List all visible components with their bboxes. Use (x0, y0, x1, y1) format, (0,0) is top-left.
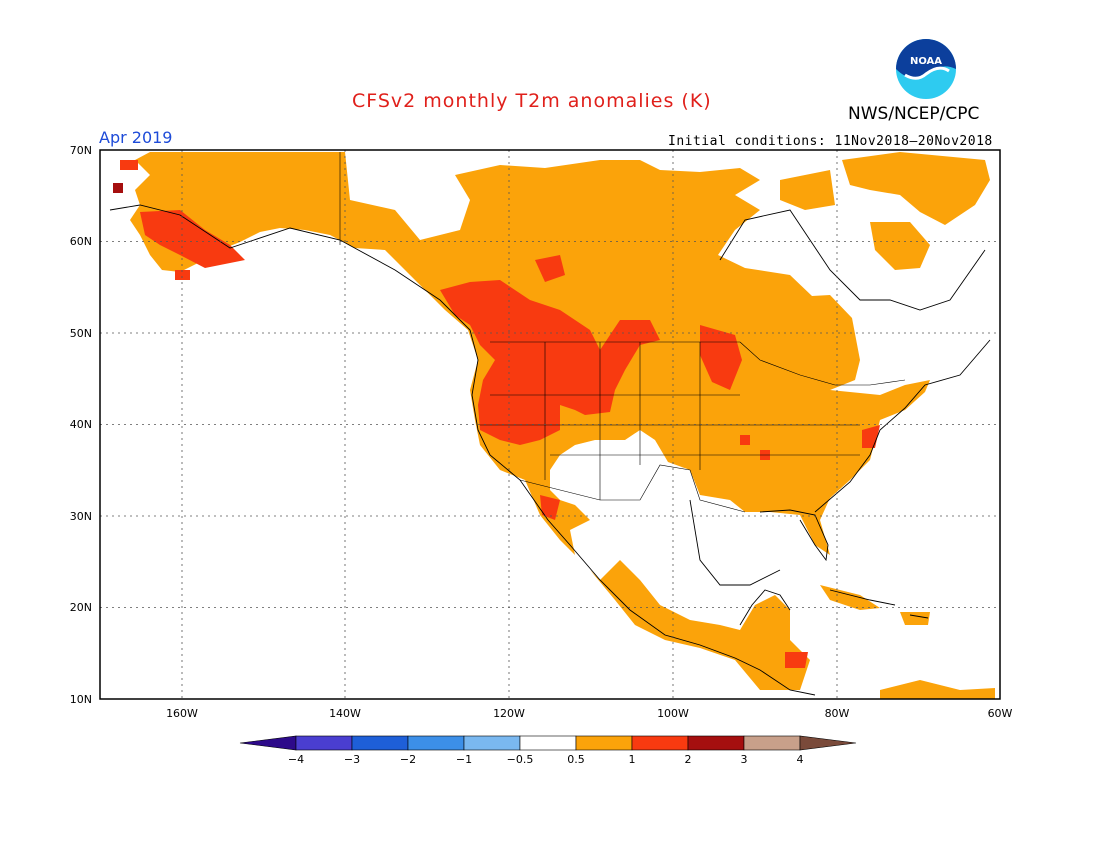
coastlines (109, 204, 991, 696)
forecast-month: Apr 2019 (99, 128, 173, 147)
noaa-logo: NOAA (895, 38, 957, 100)
legend-arrow-left (239, 735, 297, 751)
lat-label: 70N (70, 144, 92, 157)
legend-tick-label: 3 (741, 753, 748, 766)
lon-label: 140W (329, 707, 361, 720)
legend-tick-label: −2 (400, 753, 416, 766)
initial-conditions: Initial conditions: 11Nov2018–20Nov2018 (668, 134, 993, 149)
legend-tick-label: −3 (344, 753, 360, 766)
legend-swatch (743, 735, 801, 751)
legend-swatch (575, 735, 633, 751)
legend-swatch (463, 735, 521, 751)
graticule (100, 150, 1000, 699)
lat-label: 20N (70, 601, 92, 614)
legend-swatch (407, 735, 465, 751)
lon-label: 100W (657, 707, 689, 720)
noaa-logo-text: NOAA (910, 56, 942, 67)
anomaly-0.5-1-region (130, 152, 995, 699)
lat-label: 50N (70, 327, 92, 340)
lat-label: 10N (70, 693, 92, 706)
anomaly-fields (109, 152, 995, 699)
color-legend: −4 −3 −2 −1 −0.5 0.5 1 2 3 4 (239, 735, 857, 766)
map-frame (99, 149, 1001, 700)
map-title: CFSv2 monthly T2m anomalies (K) (352, 90, 712, 112)
legend-tick-label: 1 (629, 753, 636, 766)
lat-label: 40N (70, 418, 92, 431)
legend-swatch (351, 735, 409, 751)
legend-tick-label: 0.5 (567, 753, 585, 766)
lat-label: 60N (70, 235, 92, 248)
legend-tick-label: −4 (288, 753, 304, 766)
legend-tick-label: −0.5 (507, 753, 534, 766)
lon-label: 60W (988, 707, 1013, 720)
lon-label: 80W (825, 707, 850, 720)
latitude-labels: 70N 60N 50N 40N 30N 20N 10N (70, 144, 92, 706)
lon-label: 120W (493, 707, 525, 720)
lat-label: 30N (70, 510, 92, 523)
legend-tick-label: 4 (797, 753, 804, 766)
political-borders (339, 152, 906, 513)
legend-arrow-right (799, 735, 857, 751)
anomaly-2-3-region (113, 183, 123, 193)
legend-tick-label: −1 (456, 753, 472, 766)
longitude-labels: 160W 140W 120W 100W 80W 60W (166, 707, 1012, 720)
lon-label: 160W (166, 707, 198, 720)
legend-swatch (519, 735, 577, 751)
agency-label: NWS/NCEP/CPC (848, 104, 980, 124)
legend-swatch (687, 735, 745, 751)
legend-swatch (295, 735, 353, 751)
anomaly-1-2-region (120, 160, 880, 668)
legend-tick-label: 2 (685, 753, 692, 766)
legend-swatch (631, 735, 689, 751)
